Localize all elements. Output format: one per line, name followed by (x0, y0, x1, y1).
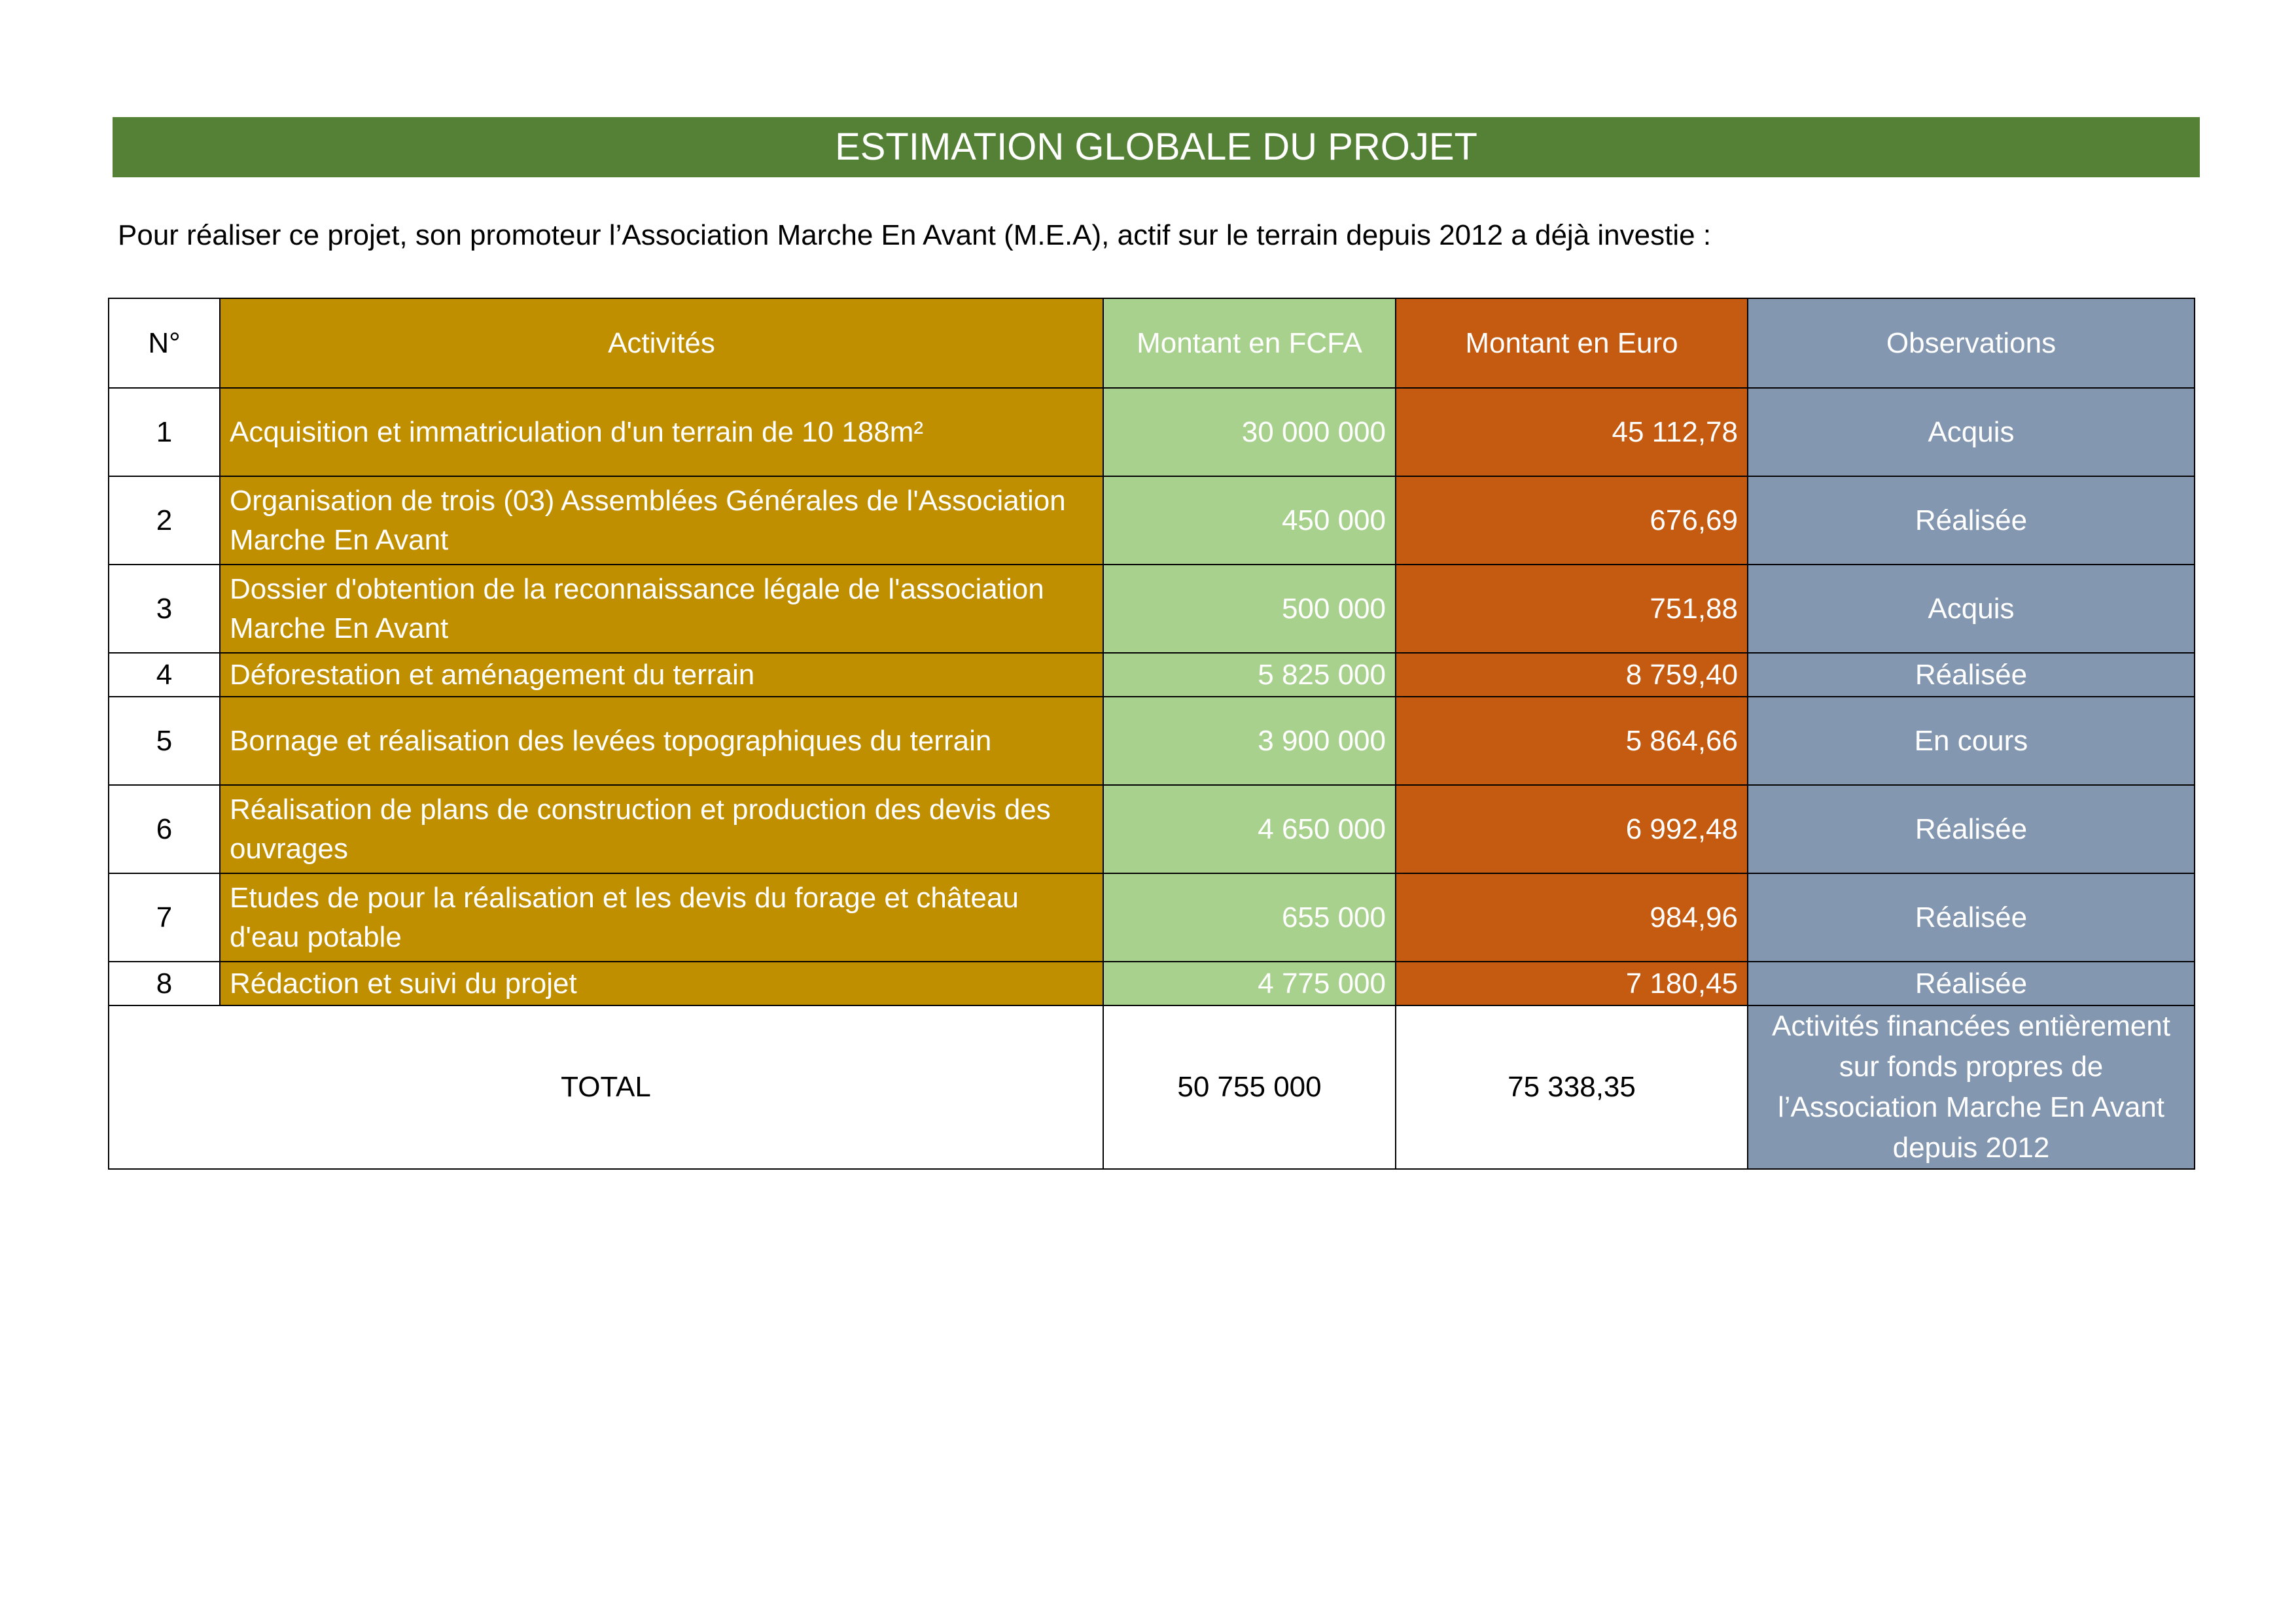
table-row: 7 Etudes de pour la réalisation et les d… (108, 873, 2195, 962)
table-row: 2 Organisation de trois (03) Assemblées … (108, 476, 2195, 565)
header-activity: Activités (219, 298, 1104, 389)
row-activity: Organisation de trois (03) Assemblées Gé… (219, 476, 1104, 565)
row-activity: Acquisition et immatriculation d'un terr… (219, 387, 1104, 477)
row-number: 3 (108, 564, 221, 654)
row-observation: Réalisée (1747, 476, 2195, 565)
intro-text: Pour réaliser ce projet, son promoteur l… (118, 219, 1712, 251)
row-observation: Réalisée (1747, 873, 2195, 962)
project-estimate-table: N° Activités Montant en FCFA Montant en … (108, 298, 2195, 1170)
row-number: 4 (108, 652, 221, 697)
row-number: 7 (108, 873, 221, 962)
row-amount-euro: 45 112,78 (1395, 387, 1748, 477)
row-observation: Acquis (1747, 564, 2195, 654)
row-amount-euro: 8 759,40 (1395, 652, 1748, 697)
row-observation: Réalisée (1747, 784, 2195, 874)
table-row: 6 Réalisation de plans de construction e… (108, 784, 2195, 874)
row-activity: Etudes de pour la réalisation et les dev… (219, 873, 1104, 962)
row-number: 2 (108, 476, 221, 565)
row-amount-fcfa: 3 900 000 (1103, 696, 1396, 786)
row-activity: Bornage et réalisation des levées topogr… (219, 696, 1104, 786)
row-amount-euro: 751,88 (1395, 564, 1748, 654)
header-observations: Observations (1747, 298, 2195, 389)
table-row: 1 Acquisition et immatriculation d'un te… (108, 387, 2195, 477)
row-activity: Déforestation et aménagement du terrain (219, 652, 1104, 697)
page-title: ESTIMATION GLOBALE DU PROJET (113, 117, 2200, 177)
row-observation: Réalisée (1747, 652, 2195, 697)
total-observation: Activités financées entièrement sur fond… (1747, 1005, 2195, 1170)
row-activity: Réalisation de plans de construction et … (219, 784, 1104, 874)
row-observation: En cours (1747, 696, 2195, 786)
row-activity: Rédaction et suivi du projet (219, 961, 1104, 1006)
row-number: 6 (108, 784, 221, 874)
total-amount-euro: 75 338,35 (1395, 1005, 1748, 1170)
row-amount-euro: 6 992,48 (1395, 784, 1748, 874)
row-observation: Réalisée (1747, 961, 2195, 1006)
table-row: 8 Rédaction et suivi du projet 4 775 000… (108, 961, 2195, 1006)
row-amount-fcfa: 500 000 (1103, 564, 1396, 654)
row-amount-fcfa: 30 000 000 (1103, 387, 1396, 477)
row-number: 1 (108, 387, 221, 477)
table-row: 5 Bornage et réalisation des levées topo… (108, 696, 2195, 786)
total-label: TOTAL (108, 1005, 1104, 1170)
table-row: 4 Déforestation et aménagement du terrai… (108, 652, 2195, 697)
row-amount-euro: 984,96 (1395, 873, 1748, 962)
total-amount-fcfa: 50 755 000 (1103, 1005, 1396, 1170)
row-amount-fcfa: 4 650 000 (1103, 784, 1396, 874)
row-amount-euro: 676,69 (1395, 476, 1748, 565)
row-amount-fcfa: 5 825 000 (1103, 652, 1396, 697)
table-row: 3 Dossier d'obtention de la reconnaissan… (108, 564, 2195, 654)
header-amount-euro: Montant en Euro (1395, 298, 1748, 389)
row-amount-fcfa: 655 000 (1103, 873, 1396, 962)
header-amount-fcfa: Montant en FCFA (1103, 298, 1396, 389)
total-row: TOTAL 50 755 000 75 338,35 Activités fin… (108, 1005, 2195, 1170)
row-amount-euro: 5 864,66 (1395, 696, 1748, 786)
row-activity: Dossier d'obtention de la reconnaissance… (219, 564, 1104, 654)
row-amount-fcfa: 450 000 (1103, 476, 1396, 565)
header-number: N° (108, 298, 221, 389)
row-observation: Acquis (1747, 387, 2195, 477)
row-number: 5 (108, 696, 221, 786)
row-amount-euro: 7 180,45 (1395, 961, 1748, 1006)
row-amount-fcfa: 4 775 000 (1103, 961, 1396, 1006)
row-number: 8 (108, 961, 221, 1006)
table-header-row: N° Activités Montant en FCFA Montant en … (108, 298, 2195, 389)
